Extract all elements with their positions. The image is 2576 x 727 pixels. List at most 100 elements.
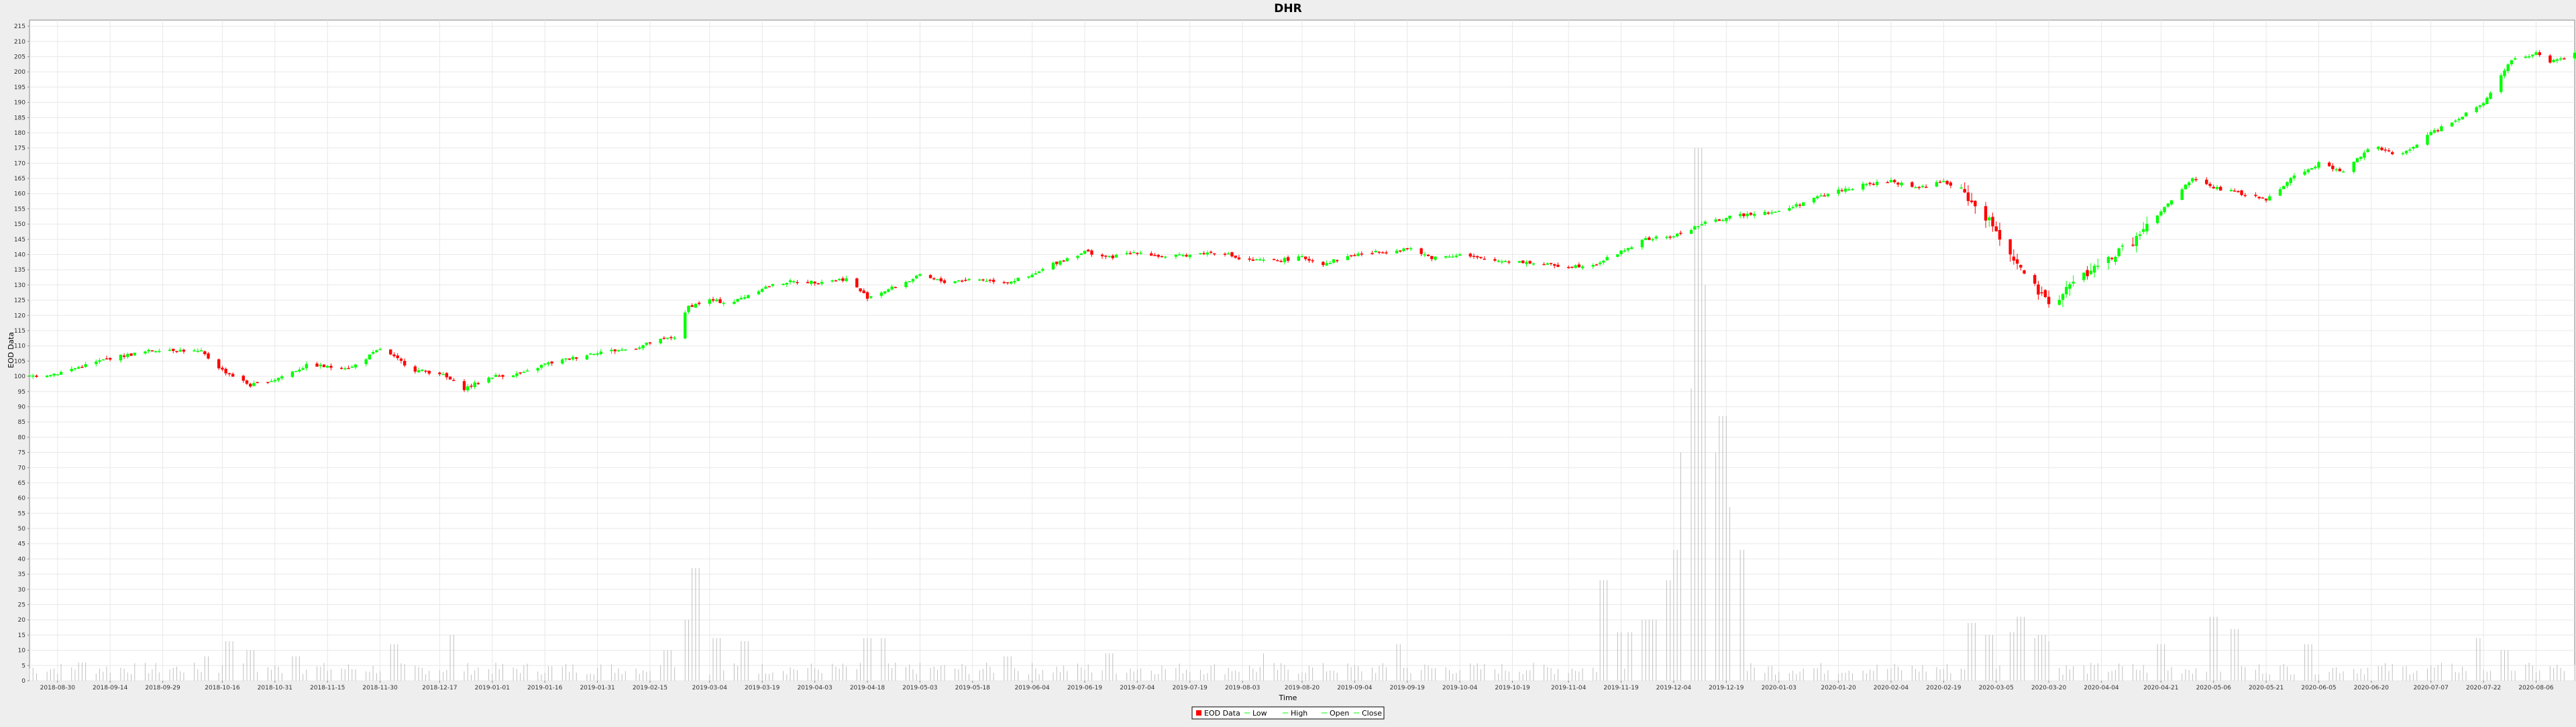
candle-down: [2019, 265, 2023, 268]
candle-down: [648, 342, 652, 344]
candle-down: [1157, 255, 1160, 257]
candle-up: [158, 351, 161, 353]
candle-up: [659, 339, 662, 343]
candle-up: [830, 280, 834, 282]
candle-up: [2169, 200, 2174, 205]
x-tick-label: 2020-05-06: [2196, 685, 2232, 691]
candle-up: [539, 365, 543, 368]
candle-up: [2408, 149, 2412, 151]
candle-down: [347, 368, 350, 370]
candle-up: [417, 370, 421, 373]
y-tick-label: 155: [14, 206, 25, 213]
x-tick-label: 2020-03-20: [2031, 685, 2067, 691]
candle-up: [2450, 122, 2454, 127]
candle-down: [224, 368, 227, 374]
candle-down: [227, 373, 231, 375]
candle-down: [841, 278, 845, 281]
candle-up: [1125, 253, 1128, 254]
candle-down: [1479, 257, 1483, 258]
candle-up: [1205, 252, 1210, 255]
y-tick-label: 50: [18, 526, 26, 533]
candle-up: [1356, 254, 1360, 256]
candle-up: [1700, 224, 1703, 226]
candle-down: [1150, 253, 1153, 256]
x-tick-label: 2019-04-03: [797, 685, 832, 691]
candle-down: [1483, 258, 1486, 260]
candle-down: [1868, 182, 1872, 184]
candle-up: [1602, 260, 1605, 263]
x-tick-label: 2019-09-04: [1337, 685, 1373, 691]
candle-down: [207, 353, 210, 359]
candle-down: [392, 354, 396, 357]
x-tick-label: 2019-07-04: [1120, 685, 1155, 691]
candle-up: [1395, 250, 1399, 254]
candle-up: [761, 288, 764, 292]
candle-down: [1111, 256, 1115, 259]
candle-up: [771, 284, 775, 286]
y-tick-label: 175: [14, 146, 25, 152]
x-axis-label: Time: [1279, 693, 1297, 702]
candle-up: [1174, 254, 1178, 257]
candle-up: [2278, 189, 2282, 196]
candle-down: [1570, 266, 1574, 268]
candle-up: [1697, 226, 1700, 227]
candle-up: [1599, 262, 1602, 264]
candle-up: [1794, 204, 1799, 207]
candle-up: [2503, 70, 2506, 76]
candle-down: [894, 286, 897, 288]
candle-down: [1549, 263, 1553, 264]
candle-up: [1875, 182, 1879, 186]
candle-up: [536, 368, 539, 371]
candle-down: [718, 299, 722, 303]
candle-down: [1311, 260, 1314, 262]
y-tick-label: 60: [18, 496, 26, 502]
y-tick-label: 0: [21, 678, 25, 685]
candle-up: [1580, 266, 1585, 268]
candle-up: [1500, 261, 1504, 263]
candle-up: [1300, 256, 1304, 258]
candle-down: [1998, 229, 2002, 240]
candle-down: [1006, 282, 1010, 284]
candle-up: [785, 282, 788, 285]
legend-label-eod: EOD Data: [1204, 709, 1240, 718]
x-tick-label: 2019-09-19: [1390, 685, 1426, 691]
candle-down: [315, 364, 319, 367]
candle-up: [736, 298, 739, 302]
candle-up: [1051, 262, 1055, 270]
y-tick-label: 150: [14, 221, 25, 228]
candle-down: [329, 366, 333, 368]
candle-up: [2454, 120, 2457, 122]
candle-down: [129, 353, 133, 356]
candle-up: [2478, 105, 2482, 107]
candle-up: [2314, 166, 2317, 168]
candle-up: [2306, 169, 2310, 172]
candle-up: [2352, 162, 2355, 172]
x-tick-label: 2020-07-22: [2466, 685, 2501, 691]
candle-down: [634, 348, 638, 350]
y-tick-label: 15: [18, 632, 25, 639]
candle-up: [1409, 247, 1413, 249]
candle-up: [2464, 112, 2468, 117]
candle-down: [568, 358, 571, 360]
x-tick-label: 2019-10-19: [1495, 685, 1530, 691]
candle-down: [2387, 150, 2391, 152]
candle-up: [985, 280, 988, 282]
candle-up: [788, 280, 792, 282]
x-tick-label: 2019-08-03: [1225, 685, 1260, 691]
candle-up: [147, 349, 150, 352]
candle-up: [375, 350, 378, 353]
candle-down: [2015, 259, 2019, 264]
x-tick-label: 2020-08-06: [2518, 685, 2554, 691]
candle-up: [1497, 260, 1500, 262]
candle-up: [1770, 212, 1774, 214]
candle-up: [1675, 233, 1679, 237]
candle-up: [1503, 261, 1507, 262]
x-tick-label: 2019-01-31: [580, 685, 614, 691]
candle-down: [1353, 255, 1356, 256]
x-tick-label: 2020-02-19: [1926, 685, 1962, 691]
candle-up: [2481, 103, 2485, 106]
candle-down: [1668, 236, 1672, 238]
y-tick-label: 100: [14, 374, 25, 380]
candle-up: [2506, 64, 2510, 71]
